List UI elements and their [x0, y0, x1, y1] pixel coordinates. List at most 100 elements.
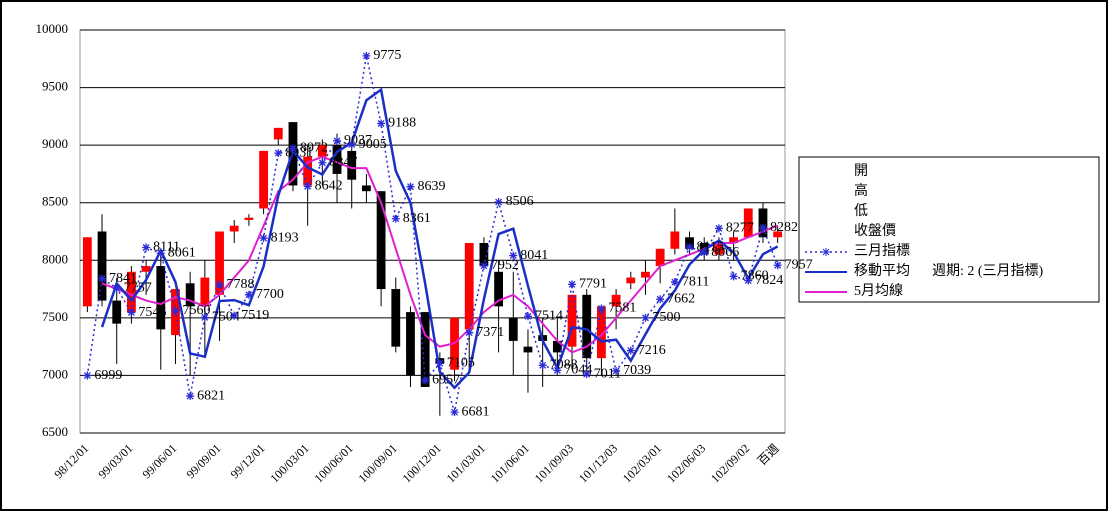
index-marker	[391, 214, 400, 223]
value-label: 7514	[535, 308, 563, 323]
x-tick-label: 98/12/01	[51, 441, 91, 481]
index-marker	[318, 158, 327, 167]
value-label: 8111	[153, 240, 180, 255]
index-marker	[582, 370, 591, 379]
candle-body	[464, 243, 474, 330]
value-label: 9775	[373, 48, 401, 63]
y-tick-label: 7500	[42, 309, 68, 324]
index-marker	[288, 144, 297, 153]
candle-body	[391, 289, 401, 347]
candle-body	[156, 266, 166, 330]
index-marker	[538, 361, 547, 370]
index-marker	[685, 243, 694, 252]
candle-body	[215, 231, 224, 295]
index-marker	[729, 272, 738, 281]
index-marker	[568, 280, 577, 289]
index-marker	[259, 234, 268, 243]
x-tick-label: 101/03/01	[444, 441, 488, 485]
index-marker	[333, 136, 342, 145]
legend-label: 高	[854, 182, 868, 199]
value-label: 7841	[109, 271, 137, 286]
value-label: 8041	[520, 248, 548, 263]
value-label: 8115	[697, 239, 724, 254]
candle-body	[97, 231, 107, 301]
y-tick-label: 6500	[42, 424, 68, 439]
x-tick-label: 101/06/01	[488, 441, 532, 485]
legend	[798, 156, 1100, 303]
index-marker	[98, 274, 107, 283]
legend-label: 5月均線	[854, 283, 903, 299]
index-marker	[112, 284, 121, 293]
index-marker	[465, 328, 474, 337]
value-label: 7105	[447, 356, 475, 371]
candle-body	[332, 145, 342, 174]
legend-note: 週期: 2 (三月指標)	[932, 263, 1044, 279]
candle-body	[729, 237, 738, 244]
value-label: 8361	[403, 211, 431, 226]
candle-body	[494, 271, 503, 307]
index-marker	[435, 359, 444, 368]
y-tick-label: 8000	[42, 251, 68, 266]
x-tick-label: 百週	[755, 441, 782, 468]
index-marker	[127, 308, 136, 317]
candle-body	[303, 156, 313, 186]
candle-body	[670, 231, 680, 249]
x-tick-label: 99/09/01	[184, 441, 224, 481]
candle-body	[112, 300, 122, 324]
value-label: 7700	[256, 287, 284, 302]
candle-body	[229, 225, 239, 232]
x-tick-label: 100/09/01	[356, 441, 400, 485]
y-tick-label: 9500	[42, 79, 68, 94]
index-marker	[641, 313, 650, 322]
index-marker	[230, 311, 239, 320]
index-marker	[377, 119, 386, 128]
candle-body	[82, 237, 92, 307]
index-marker	[244, 290, 253, 299]
index-marker	[626, 346, 635, 355]
value-label: 8282	[770, 220, 798, 235]
value-label: 7952	[491, 258, 519, 273]
legend-label: 收盤價	[854, 222, 896, 239]
candle-body	[317, 145, 327, 157]
index-marker	[83, 371, 92, 380]
value-label: 6681	[462, 404, 490, 419]
candle-body	[200, 277, 210, 307]
index-marker	[142, 243, 151, 252]
legend-label: 低	[854, 203, 868, 219]
value-label: 8847	[329, 155, 357, 170]
candle-body	[743, 208, 753, 238]
index-marker	[406, 182, 415, 191]
index-marker	[479, 261, 488, 270]
value-label: 6821	[197, 388, 225, 403]
candle-body	[523, 346, 533, 353]
legend-label: 開	[854, 164, 868, 179]
candle-body	[685, 237, 694, 249]
candle-body	[141, 266, 151, 272]
candle-body	[406, 312, 415, 376]
x-tick-label: 99/03/01	[95, 441, 135, 481]
value-label: 6999	[94, 368, 122, 383]
candle-body	[185, 283, 195, 307]
value-label: 7791	[579, 277, 607, 292]
candle-body	[655, 248, 665, 267]
candle-body	[567, 294, 577, 347]
value-label: 8642	[315, 179, 343, 194]
x-tick-label: 102/06/03	[664, 441, 708, 485]
index-marker	[347, 140, 356, 149]
value-label: 7011	[594, 366, 621, 381]
index-marker	[450, 408, 459, 417]
candle-body	[597, 306, 606, 359]
candle-body	[714, 243, 724, 255]
value-label: 7560	[182, 303, 210, 318]
value-label: 6957	[432, 373, 460, 388]
value-label: 8066	[711, 245, 739, 260]
legend-label: 移動平均	[854, 263, 910, 279]
value-label: 7371	[476, 325, 504, 340]
x-tick-label: 100/06/01	[311, 441, 355, 485]
index-marker	[700, 248, 709, 257]
y-tick-label: 10000	[36, 21, 69, 36]
x-tick-label: 101/09/03	[532, 441, 576, 485]
candle-body	[758, 208, 768, 238]
value-label: 7039	[623, 363, 651, 378]
